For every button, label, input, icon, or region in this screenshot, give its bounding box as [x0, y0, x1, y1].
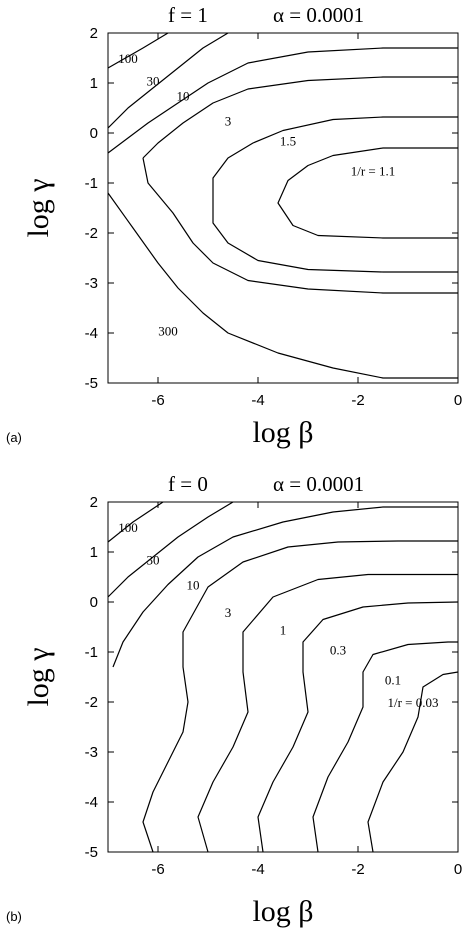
contour-line: [277, 147, 458, 239]
panel-label: (b): [6, 909, 22, 924]
contour-line: [197, 573, 458, 853]
chart-title-left: f = 1: [168, 3, 208, 27]
chart-title-right: α = 0.0001: [273, 472, 364, 496]
contour-label: 10: [177, 89, 190, 104]
contour-line: [112, 506, 458, 668]
y-tick-label: -3: [85, 744, 98, 761]
y-tick-label: -2: [85, 225, 98, 242]
x-tick-label: -2: [351, 861, 364, 878]
x-tick-label: -6: [151, 861, 164, 878]
y-axis-label: log γ: [22, 647, 55, 706]
y-tick-label: 0: [90, 594, 98, 611]
contour-label: 10: [187, 578, 200, 593]
contour-label: 100: [118, 520, 138, 535]
x-tick-label: -4: [251, 861, 264, 878]
contour-line: [107, 501, 234, 598]
contour-line: [257, 601, 459, 853]
chart-title-right: α = 0.0001: [273, 3, 364, 27]
contour-label: 1.5: [280, 134, 296, 149]
y-tick-label: -4: [85, 794, 98, 811]
y-tick-label: -1: [85, 644, 98, 661]
x-tick-label: 0: [454, 392, 462, 409]
plot-frame: [107, 32, 459, 384]
contour-line: [107, 47, 458, 154]
contour-line: [312, 641, 458, 853]
y-tick-label: 2: [90, 25, 98, 42]
contour-line: [107, 32, 169, 69]
x-axis-label: log β: [252, 895, 313, 928]
y-tick-label: -5: [85, 375, 98, 392]
contour-label: 30: [147, 74, 160, 89]
chart-title-left: f = 0: [168, 472, 208, 496]
contour-label: 0.3: [330, 643, 346, 658]
contour-label: 1/r = 0.03: [387, 695, 438, 710]
plot-frame: [107, 501, 459, 853]
x-tick-label: -4: [251, 392, 264, 409]
x-axis-label: log β: [252, 416, 313, 449]
contour-label: 0.1: [385, 673, 401, 688]
y-tick-label: -3: [85, 275, 98, 292]
y-tick-label: -5: [85, 844, 98, 861]
contour-line: [212, 198, 458, 273]
y-tick-label: 1: [90, 544, 98, 561]
contour-line: [107, 501, 164, 543]
y-tick-label: -2: [85, 694, 98, 711]
panel-label: (a): [6, 430, 22, 445]
contour-label: 300: [158, 324, 178, 339]
x-tick-label: 0: [454, 861, 462, 878]
y-tick-label: 0: [90, 125, 98, 142]
y-tick-label: -4: [85, 325, 98, 342]
contour-line: [142, 157, 458, 294]
contour-label: 3: [225, 605, 232, 620]
contour-line: [107, 192, 458, 379]
contour-line: [142, 540, 458, 853]
contour-line: [367, 671, 459, 853]
contour-label: 30: [147, 553, 160, 568]
contour-label: 1/r = 1.1: [351, 164, 396, 179]
contour-label: 1: [280, 623, 287, 638]
contour-line: [212, 116, 458, 198]
y-tick-label: -1: [85, 175, 98, 192]
contour-label: 100: [118, 51, 138, 66]
y-tick-label: 2: [90, 494, 98, 511]
y-axis-label: log γ: [22, 178, 55, 237]
x-tick-label: -6: [151, 392, 164, 409]
x-tick-label: -2: [351, 392, 364, 409]
contour-line: [142, 76, 458, 159]
y-tick-label: 1: [90, 75, 98, 92]
contour-label: 3: [225, 114, 232, 129]
contour-line: [107, 32, 229, 129]
